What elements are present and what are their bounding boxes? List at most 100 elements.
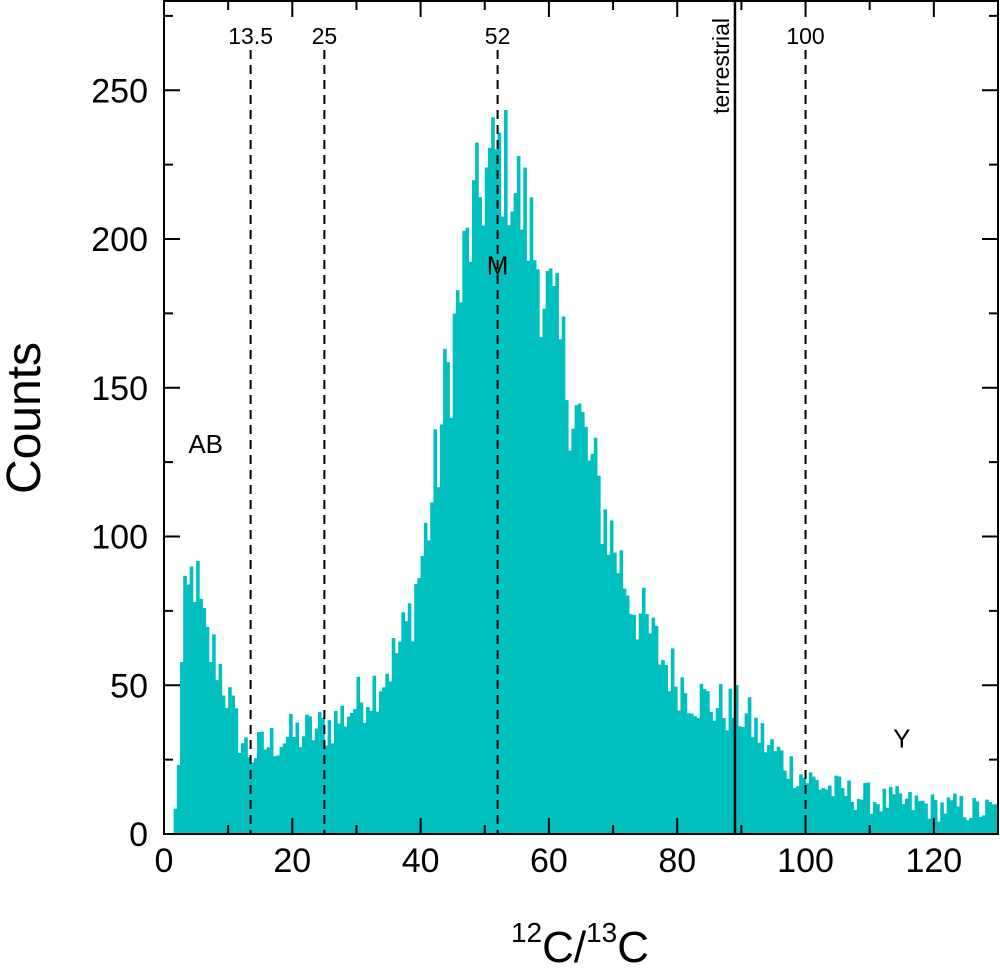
histogram-bar	[933, 799, 938, 834]
histogram-bar	[924, 803, 928, 834]
histogram-bar	[298, 747, 303, 834]
histogram-bar	[398, 641, 402, 834]
reference-line-label: 25	[312, 23, 338, 49]
histogram-bar	[285, 736, 290, 834]
histogram-bar	[221, 695, 226, 834]
histogram-bar	[795, 786, 800, 834]
histogram-bar	[497, 132, 502, 835]
histogram-bar	[266, 747, 271, 834]
histogram-bar	[930, 794, 935, 834]
histogram-bar	[247, 757, 252, 834]
histogram-bar	[407, 603, 412, 834]
histogram-bar	[581, 412, 585, 834]
histogram-bar	[433, 429, 438, 834]
histogram-bar	[600, 543, 604, 834]
histogram-bar	[555, 272, 559, 835]
histogram-bar	[199, 598, 203, 834]
histogram-bar	[520, 229, 524, 835]
histogram-bar	[356, 676, 361, 834]
y-tick-label: 100	[91, 519, 148, 557]
histogram-bar	[632, 615, 636, 834]
histogram-bar	[674, 686, 678, 834]
histogram-bar	[507, 225, 511, 834]
histogram-bar	[808, 772, 813, 834]
histogram-bar	[792, 788, 797, 834]
histogram-bar	[699, 683, 704, 834]
histogram-bar	[866, 782, 871, 834]
histogram-bar	[218, 663, 223, 834]
histogram-bar	[853, 810, 858, 834]
histogram-bar	[645, 614, 649, 834]
histogram-bar	[725, 730, 729, 834]
histogram-bar	[372, 675, 377, 834]
y-axis-title: Counts	[0, 342, 51, 494]
histogram-bar	[183, 575, 187, 834]
histogram-bar	[513, 193, 518, 834]
histogram-bar	[978, 817, 983, 834]
histogram-bar	[343, 726, 348, 834]
histogram-bar	[539, 337, 543, 834]
histogram-bar	[789, 756, 794, 834]
histogram-bar	[844, 796, 848, 834]
y-tick-label: 250	[91, 72, 148, 110]
histogram-bar	[702, 689, 707, 834]
histogram-bar	[205, 626, 210, 834]
histogram-bar	[965, 820, 970, 834]
reference-line-label: 52	[485, 23, 511, 49]
histogram-bar	[481, 225, 486, 835]
histogram-bar	[892, 794, 896, 834]
histogram-bar	[603, 509, 608, 834]
x-tick-label: 120	[905, 842, 962, 880]
histogram-bar	[584, 426, 588, 834]
histogram-bar	[927, 818, 932, 834]
histogram-bar	[558, 339, 563, 834]
histogram-bar	[237, 752, 242, 834]
histogram-bar	[625, 595, 630, 834]
histogram-bar	[523, 167, 527, 834]
histogram-bar	[872, 802, 877, 834]
x-tick-label: 80	[658, 842, 696, 880]
histogram-bar	[545, 270, 550, 834]
histogram-bar	[981, 815, 986, 834]
histogram-bar	[417, 578, 422, 834]
histogram-bar	[901, 804, 906, 834]
histogram-bar	[468, 261, 473, 834]
x-tick-label: 40	[402, 842, 440, 880]
histogram-bar	[818, 789, 822, 834]
histogram-bar	[738, 726, 742, 834]
histogram-bar	[279, 746, 284, 834]
histogram-bar	[937, 821, 941, 834]
histogram-bar	[410, 641, 415, 834]
histogram-bar	[215, 680, 219, 834]
histogram-bar	[773, 751, 778, 834]
y-tick-label: 50	[110, 667, 148, 705]
histogram-bar	[375, 711, 380, 834]
histogram-bar	[741, 727, 745, 834]
x-tick-label: 20	[273, 842, 311, 880]
plot-frame	[163, 0, 999, 835]
x-tick-label: 100	[777, 842, 834, 880]
histogram-bar	[834, 775, 839, 834]
histogram-bar	[263, 749, 268, 834]
histogram-bar	[475, 142, 479, 834]
histogram-bar	[696, 718, 701, 834]
histogram-bar	[856, 798, 861, 834]
histogram-bar	[276, 755, 280, 834]
histogram-bar	[921, 800, 925, 834]
tick-labels: 0 20 40 60 80 100 120 0 50 100 150 200 250	[91, 72, 962, 880]
histogram-bar	[308, 716, 312, 834]
histogram-bar	[224, 708, 229, 834]
histogram-bar	[391, 638, 396, 834]
histogram-bar	[686, 713, 691, 834]
histogram-bar	[231, 695, 235, 834]
reference-line-label: 100	[786, 23, 824, 49]
histogram-bar	[359, 702, 364, 834]
histogram-bar	[969, 817, 973, 834]
y-tick-label: 150	[91, 370, 148, 408]
histogram-bar	[850, 801, 855, 834]
histogram-bar	[619, 550, 624, 834]
histogram-bar	[888, 786, 893, 834]
histogram-bar	[940, 802, 944, 834]
histogram-bar	[366, 707, 370, 834]
histogram-bar	[257, 731, 261, 834]
